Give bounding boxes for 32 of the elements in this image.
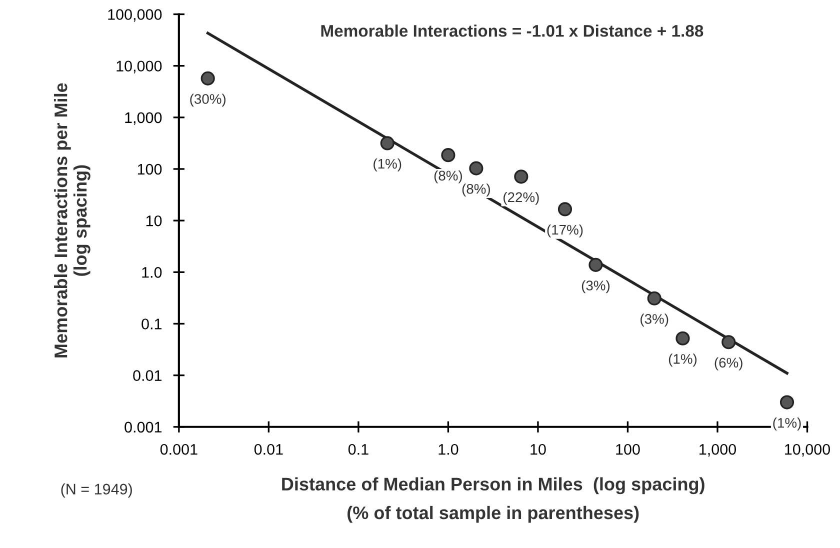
y-tick-label: 100,000 [108,9,162,22]
annotation: (1%) [668,354,697,367]
x-tick-label: 0.001 [160,444,198,455]
annotation: Memorable Interactions = -1.01 x Distance + 1.88 [321,24,704,37]
annotation: (8%) [462,184,490,197]
x-tick-label: 0.1 [348,444,368,455]
x-axis-title: Distance of Median Person in Miles (log spacing) (% of total sample in parentheses) [282,477,704,523]
y-tick-label: 0.1 [142,318,162,330]
y-tick-label: 1.0 [142,267,162,278]
x-tick-label: 1,000 [700,444,736,457]
text: (N = 1949) [61,483,132,498]
annotation: (3%) [640,314,668,327]
annotation: (6%) [714,357,742,370]
y-tick-label: 1,000 [125,112,162,125]
y-tick-label: 100 [138,164,162,175]
annotation: (30%) [190,94,226,107]
annotation: (1%) [773,418,801,430]
x-tick-label: 100 [616,444,640,455]
y-axis-title: Memorable Interactions per Mile (log spacing) [54,83,90,358]
x-tick-label: 1.0 [438,444,458,455]
x-tick-label: 10,000 [785,444,830,457]
y-tick-label: 10,000 [116,60,162,74]
y-tick-label: 0.01 [133,370,162,381]
annotation: (1%) [374,158,402,172]
annotation: (17%) [547,224,583,238]
annotation: (22%) [504,192,539,205]
x-tick-label: 10 [530,444,546,455]
annotation: (8%) [434,170,462,184]
annotation: (3%) [582,280,610,294]
y-tick-label: 0.001 [124,422,162,433]
y-tick-label: 10 [146,215,162,226]
x-tick-label: 0.01 [254,444,283,455]
